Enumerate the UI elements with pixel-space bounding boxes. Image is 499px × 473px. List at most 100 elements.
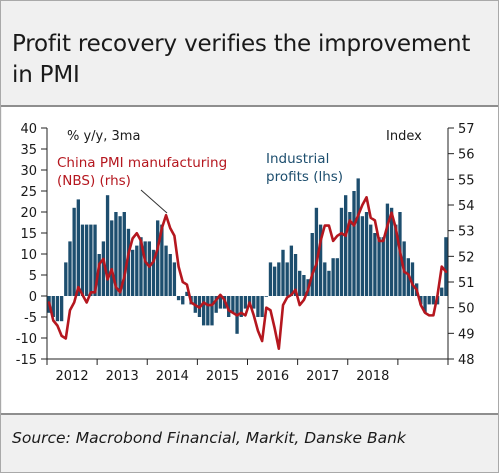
profit-bar: [427, 296, 431, 305]
left-axis-tick-label: 15: [20, 227, 37, 242]
right-axis-tick-label: 50: [458, 302, 475, 317]
profit-bar: [51, 296, 55, 317]
x-axis-tick-label: 2014: [156, 369, 189, 384]
x-axis-tick-label: 2015: [206, 369, 239, 384]
profit-bar: [139, 237, 143, 296]
legend-profits-line1: Industrial: [266, 151, 329, 167]
profit-bar: [389, 207, 394, 296]
profit-bar: [310, 233, 314, 296]
profit-bar: [76, 199, 80, 296]
profit-bar: [227, 296, 231, 317]
profit-bar: [55, 296, 60, 322]
profit-bar: [126, 228, 131, 296]
profit-bar: [176, 296, 181, 301]
chart-title: Profit recovery verifies the improvement…: [12, 31, 471, 88]
profit-bar: [318, 224, 323, 296]
right-axis-tick-label: 53: [458, 225, 475, 240]
right-axis-tick-label: 57: [458, 122, 475, 137]
left-axis-tick-label: -5: [24, 311, 37, 326]
profit-bar: [327, 270, 331, 296]
profit-bar: [218, 296, 223, 309]
profit-bar: [440, 287, 444, 296]
profit-bar: [444, 237, 448, 296]
profit-bar: [110, 220, 114, 296]
left-axis-tick-label: 30: [20, 164, 37, 179]
profit-bar: [105, 195, 110, 296]
profit-bar: [243, 296, 248, 309]
profit-bar: [352, 191, 356, 296]
profit-bar: [289, 245, 294, 296]
source-divider: [1, 413, 498, 415]
profit-bar: [323, 262, 327, 296]
profit-bar: [247, 296, 252, 305]
profit-bar: [281, 249, 285, 296]
profit-bar: [364, 212, 369, 296]
legend-profits-line2: profits (lhs): [266, 169, 343, 185]
profit-bar: [381, 237, 385, 296]
profit-bar: [239, 296, 243, 317]
x-axis-tick-label: 2018: [356, 369, 389, 384]
left-axis-tick-label: -10: [16, 332, 37, 347]
profit-bar: [85, 224, 89, 296]
profit-bar: [252, 296, 256, 309]
plot-area: 40 35 30 25 20 15 10 5 0 -5 -10 -15 57 56 55 54 53 52 51 50…: [2, 107, 498, 413]
profit-bar: [356, 178, 360, 296]
profit-bar: [172, 262, 177, 296]
right-axis-tick-label: 48: [458, 353, 475, 368]
left-axis-tick-label: 25: [20, 185, 37, 200]
profit-bar: [206, 296, 210, 326]
right-axis-tick-label: 56: [458, 148, 475, 163]
profit-bar: [410, 262, 415, 296]
profit-bar: [160, 224, 164, 296]
x-axis-tick-label: 2016: [256, 369, 289, 384]
profit-bar: [201, 296, 206, 326]
profit-bar: [118, 216, 122, 296]
profit-bar: [231, 296, 235, 313]
x-axis-tick-label: 2013: [106, 369, 139, 384]
right-axis-tick-label: 55: [458, 173, 475, 188]
left-axis-tick-label: 10: [20, 248, 37, 263]
profit-bar: [298, 270, 302, 296]
profit-bar: [130, 249, 135, 296]
profit-bar: [68, 241, 72, 296]
profit-bar: [385, 203, 390, 296]
left-axis-tick-label: 5: [29, 269, 37, 284]
source-note: Source: Macrobond Financial, Markit, Dan…: [12, 429, 406, 447]
profit-bar: [64, 262, 68, 296]
profit-bar: [277, 262, 281, 296]
right-axis-tick-label: 49: [458, 327, 475, 342]
profit-bar: [302, 275, 306, 296]
right-axis-tick-label: 54: [458, 199, 475, 214]
profit-bar: [394, 224, 398, 296]
profit-bar: [348, 212, 352, 296]
profit-bar: [135, 245, 139, 296]
pmi-line: [47, 196, 448, 351]
profit-bar: [268, 262, 273, 296]
profit-bar: [156, 220, 160, 296]
legend-pmi-line2: (NBS) (rhs): [57, 173, 131, 189]
profit-bar: [168, 254, 172, 296]
profit-bar: [331, 258, 335, 296]
profit-bar: [122, 212, 126, 296]
profit-bar: [210, 296, 214, 326]
profit-bar: [373, 233, 377, 296]
profit-bar: [369, 224, 373, 296]
right-axis-tick-label: 51: [458, 276, 475, 291]
profit-bar: [101, 241, 106, 296]
profit-bar: [185, 291, 189, 296]
profit-bar: [423, 296, 427, 313]
profit-bar: [360, 216, 365, 296]
profit-bar: [181, 296, 185, 305]
profit-bar: [72, 207, 76, 296]
left-axis-tick-label: 35: [20, 143, 37, 158]
profit-bar: [59, 296, 64, 322]
profit-bar: [293, 254, 298, 296]
profit-bar: [343, 195, 348, 296]
left-axis-tick-label: 0: [29, 290, 37, 305]
left-axis-tick-label: 40: [20, 122, 37, 137]
profit-bar: [314, 207, 319, 296]
profit-bar: [164, 245, 168, 296]
profit-bar: [264, 296, 268, 297]
profit-bar: [285, 262, 289, 296]
